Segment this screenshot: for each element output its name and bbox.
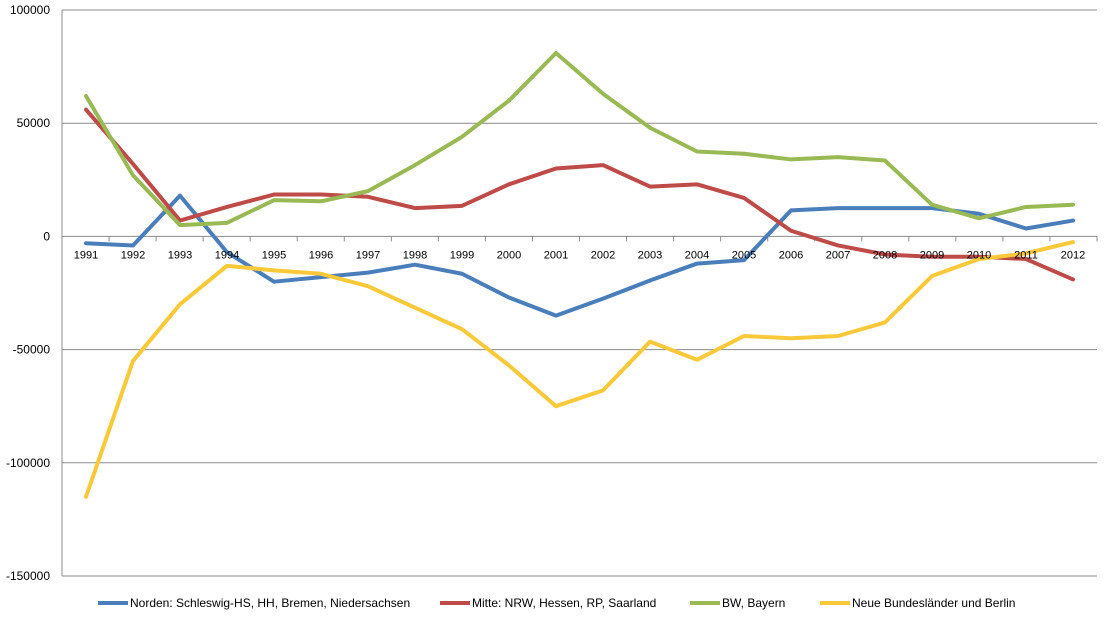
legend-label: BW, Bayern: [722, 596, 785, 610]
x-tick-label: 2002: [591, 249, 615, 261]
legend-label: Mitte: NRW, Hessen, RP, Saarland: [472, 596, 656, 610]
series-line: [84, 107, 1075, 282]
x-tick-label: 1991: [74, 249, 98, 261]
x-axis: [61, 235, 1098, 242]
x-tick-label: 1993: [168, 249, 192, 261]
y-tick-label: -50000: [13, 343, 51, 357]
x-tick-label: 2010: [967, 249, 991, 261]
x-tick-label: 2004: [685, 249, 709, 261]
legend: Norden: Schleswig-HS, HH, Bremen, Nieder…: [98, 596, 1015, 610]
x-tick-label: 1996: [309, 249, 333, 261]
legend-label: Norden: Schleswig-HS, HH, Bremen, Nieder…: [130, 596, 410, 610]
x-tick-label: 1999: [450, 249, 474, 261]
x-tick-label: 1998: [403, 249, 427, 261]
x-tick-label: 2012: [1061, 249, 1085, 261]
y-tick-label: 100000: [10, 3, 50, 17]
x-tick-label: 2005: [732, 249, 756, 261]
series-line: [84, 51, 1075, 228]
y-tick-label: -150000: [6, 569, 50, 583]
y-tick-label: 0: [43, 229, 50, 243]
x-tick-label: 2007: [826, 249, 850, 261]
x-tick-label: 2000: [497, 249, 521, 261]
series-line: [84, 240, 1075, 499]
x-tick-label: 2006: [779, 249, 803, 261]
x-tick-label: 1992: [121, 249, 145, 261]
legend-label: Neue Bundesländer und Berlin: [852, 596, 1015, 610]
gridlines: [62, 9, 1097, 577]
x-tick-label: 1995: [262, 249, 286, 261]
x-tick-label: 2011: [1014, 249, 1038, 261]
y-tick-label: 50000: [17, 116, 51, 130]
x-tick-label: 2009: [920, 249, 944, 261]
x-axis-labels: 1991 1992 1993 1994 1995 1996 1997 1998 1999 2000…: [74, 249, 1085, 261]
series-lines: [84, 51, 1075, 499]
x-tick-label: 2003: [638, 249, 662, 261]
x-tick-label: 1997: [356, 249, 380, 261]
x-tick-label: 2001: [544, 249, 568, 261]
x-tick-label: 1994: [215, 249, 239, 261]
x-tick-label: 2008: [873, 249, 897, 261]
y-tick-label: -100000: [6, 456, 50, 470]
y-axis: 100000 50000 0 -50000 -100000 -150000: [6, 3, 63, 583]
